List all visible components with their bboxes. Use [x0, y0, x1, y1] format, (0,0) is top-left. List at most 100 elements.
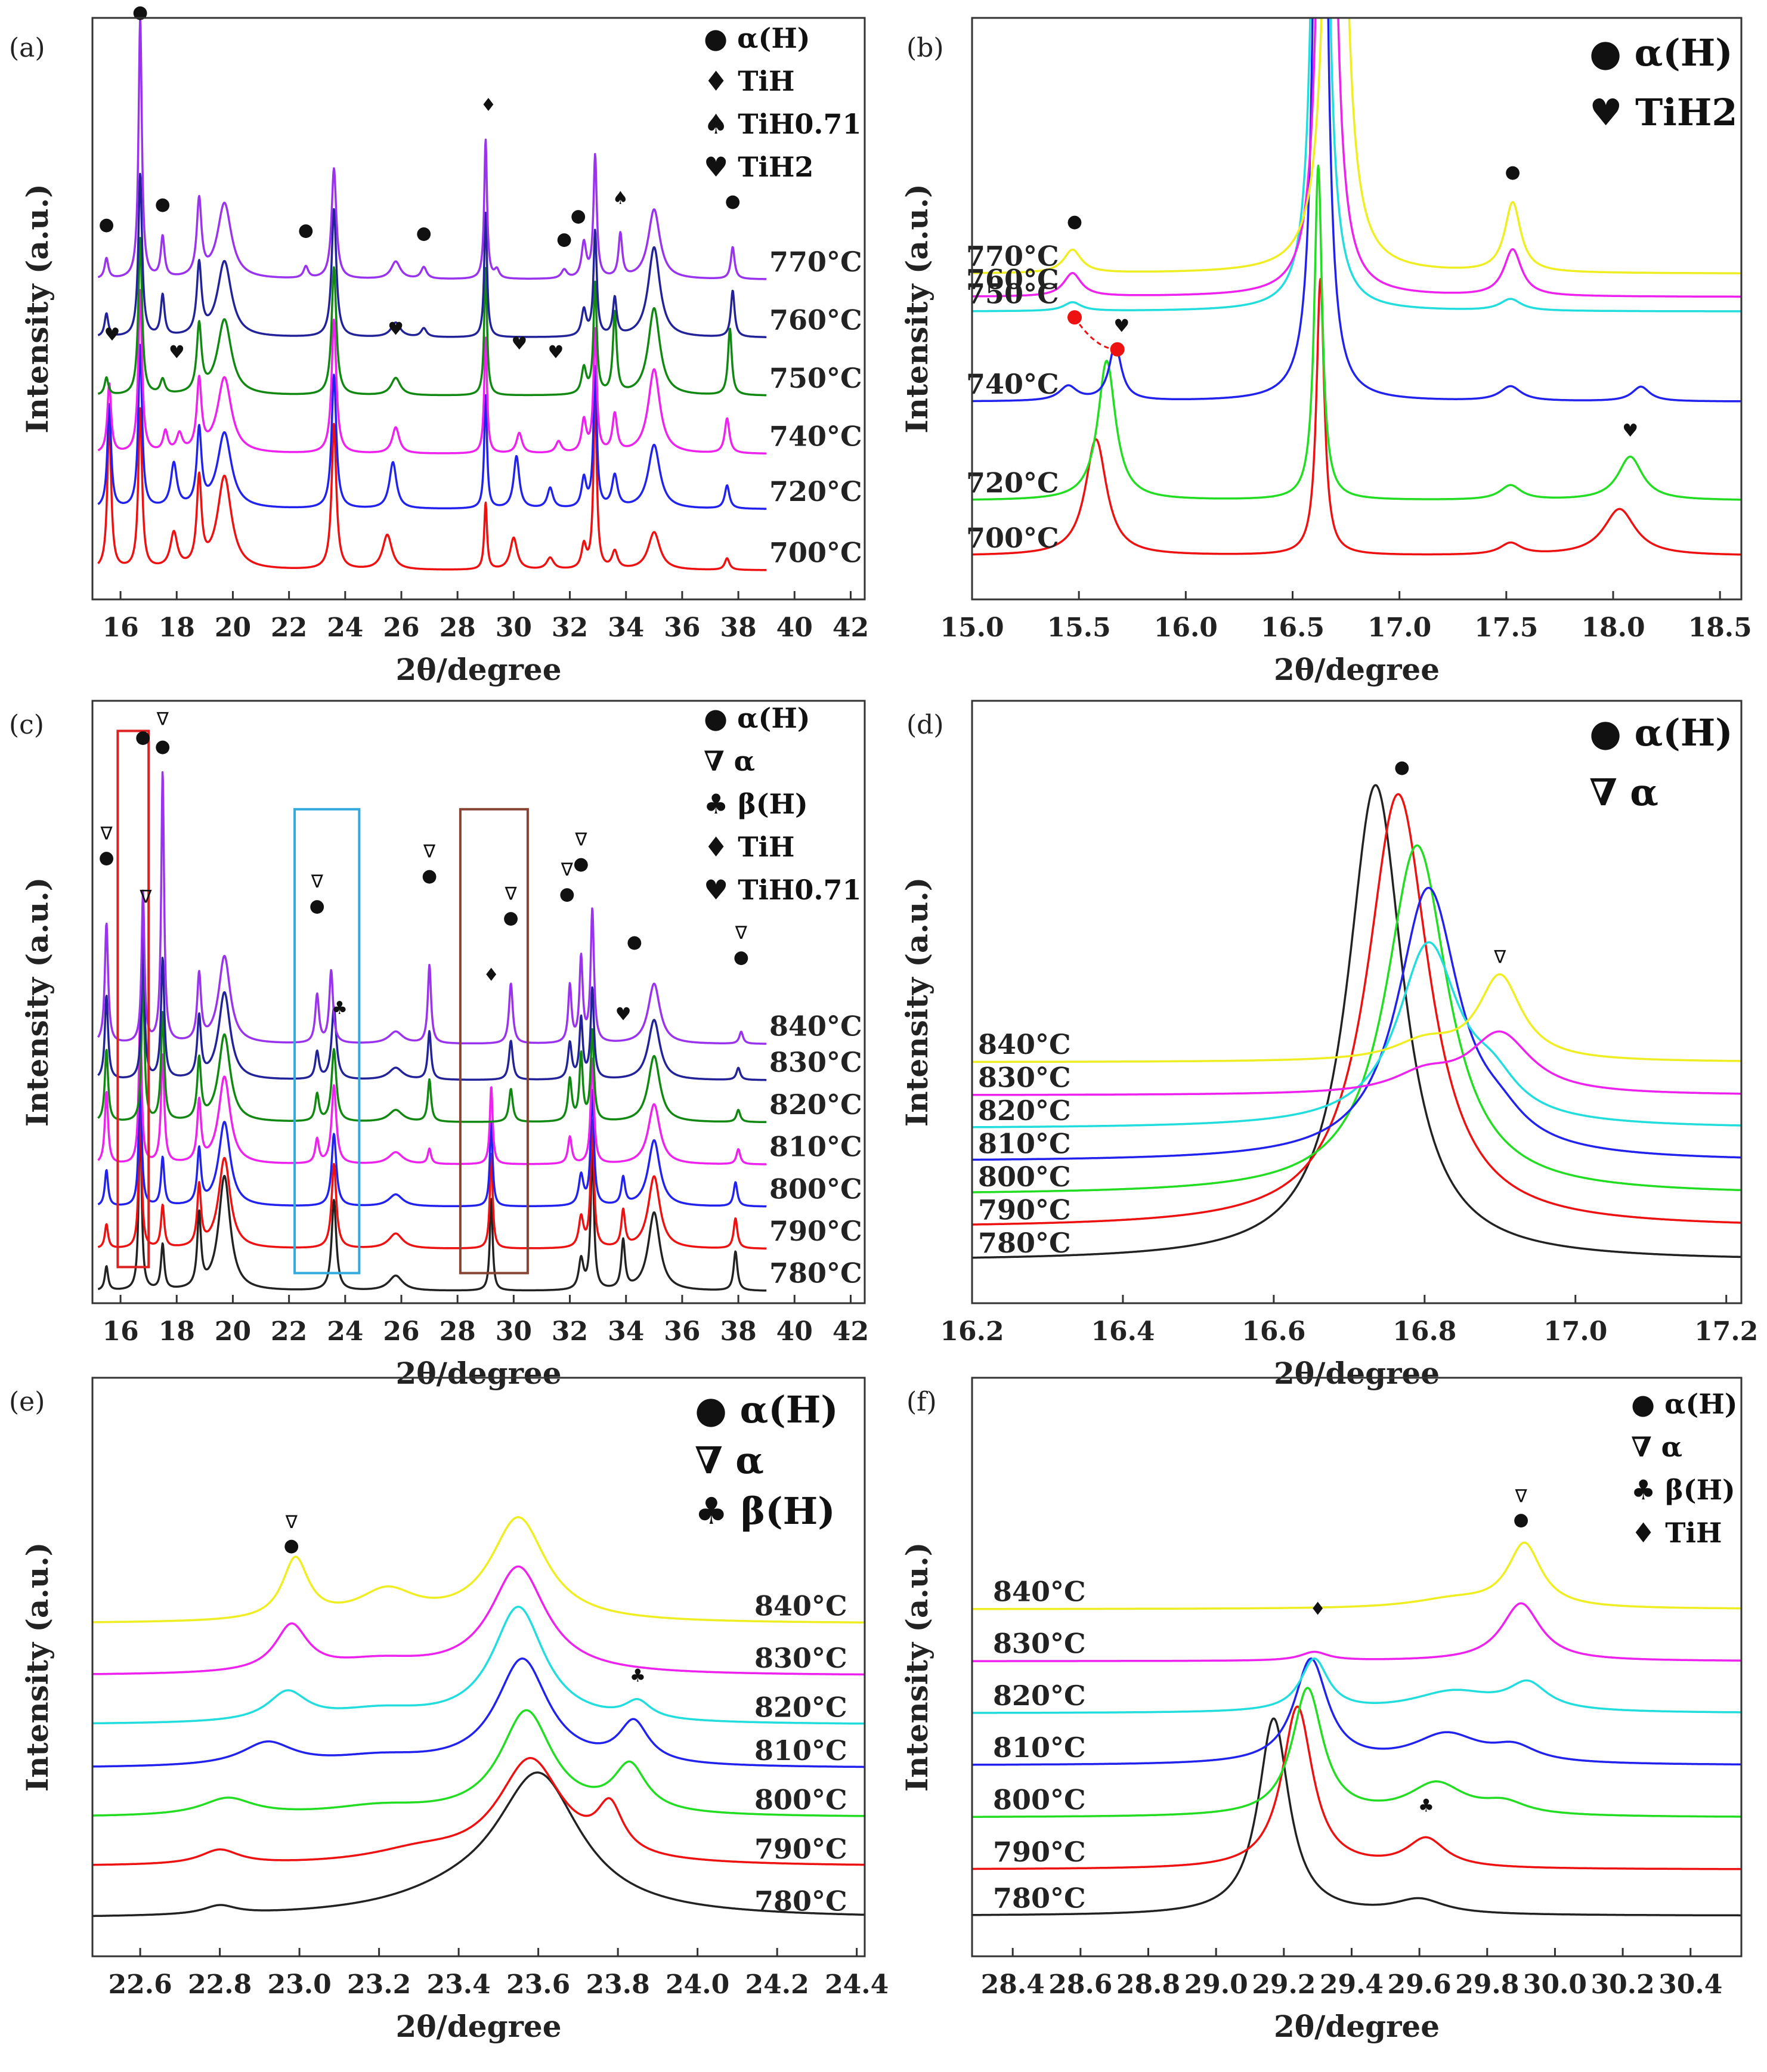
legend-entry: ∇ α: [704, 745, 755, 777]
series-line-780°C: [972, 784, 1741, 1259]
x-tick-label: 28.6: [1048, 1969, 1112, 2000]
x-axis-title: 2θ/degree: [1274, 1356, 1440, 1391]
legend-entry: ♠ TiH0.71: [704, 108, 861, 140]
series-line-790°C: [92, 1756, 865, 1866]
x-tick-label: 17.0: [1543, 1316, 1607, 1347]
series-label: 780°C: [978, 1227, 1071, 1259]
peak-marker: ∇: [423, 842, 436, 862]
panel-letter: (d): [906, 710, 944, 740]
highlight-box: [293, 808, 361, 1275]
series-line-700°C: [97, 392, 768, 571]
series-label: 780°C: [754, 1885, 847, 1917]
series-label: 790°C: [769, 1215, 862, 1247]
series-label: 720°C: [966, 467, 1059, 499]
panel-letter: (a): [9, 33, 45, 63]
series-line-800°C: [92, 1709, 865, 1817]
legend-entry: ♥ TiH2: [1589, 91, 1738, 134]
x-tick-label: 38: [720, 613, 756, 643]
peak-marker: ♦: [483, 965, 499, 986]
series-label: 800°C: [993, 1784, 1086, 1816]
x-axis-title: 2θ/degree: [395, 652, 561, 687]
series-line-830°C: [972, 1030, 1741, 1096]
plot-frame: [91, 700, 866, 1304]
series-label: 770°C: [966, 240, 1059, 272]
y-axis-title: Intensity (a.u.): [899, 184, 934, 434]
series-line-810°C: [972, 886, 1741, 1161]
series-line-840°C: [972, 1541, 1741, 1610]
series-line-790°C: [972, 1705, 1741, 1870]
series-line-840°C: [972, 973, 1741, 1063]
legend-entry: ● α(H): [1589, 31, 1733, 75]
peak-marker: ●: [1067, 211, 1082, 232]
x-axis-title: 2θ/degree: [1274, 2009, 1440, 2044]
x-tick-label: 30.4: [1658, 1969, 1722, 2000]
series-label: 810°C: [993, 1731, 1086, 1764]
peak-marker: ♥: [511, 333, 527, 354]
series-label: 750°C: [769, 362, 862, 394]
x-tick-label: 23.0: [268, 1969, 332, 2000]
legend-entry: ♣ β(H): [704, 788, 808, 820]
series-line-800°C: [97, 1066, 768, 1208]
plot-frame: [971, 1377, 1743, 1957]
series-line-720°C: [97, 344, 768, 510]
x-tick-label: 20: [215, 613, 251, 643]
x-tick-label: 24.2: [745, 1969, 809, 2000]
peak-marker: ∇: [574, 829, 587, 850]
peak-marker: ●: [310, 896, 325, 917]
panel-f: (f)780°C790°C800°C810°C820°C830°C840°C∇●…: [899, 1377, 1743, 2044]
series-line-760°C: [97, 172, 768, 338]
series-line-720°C: [972, 165, 1741, 501]
x-tick-label: 30: [496, 613, 532, 643]
peak-marker: ♣: [630, 1665, 646, 1686]
series-label: 760°C: [769, 304, 862, 336]
series-label: 820°C: [754, 1691, 847, 1723]
peak-marker: ●: [734, 947, 749, 967]
x-tick-label: 24: [327, 1316, 363, 1347]
y-axis-title: Intensity (a.u.): [899, 1542, 934, 1792]
series-label: 810°C: [978, 1128, 1071, 1160]
x-tick-label: 16.2: [940, 1316, 1004, 1347]
peak-marker: ♥: [169, 342, 185, 363]
series-label: 800°C: [754, 1784, 847, 1816]
peak-marker: ●: [573, 853, 589, 874]
series-line-820°C: [97, 969, 768, 1124]
series-group: [97, 771, 768, 1292]
peak-marker: ●: [155, 194, 171, 215]
series-group: [97, 18, 768, 571]
series-line-800°C: [972, 1687, 1741, 1818]
series-label: 790°C: [754, 1833, 847, 1865]
peak-marker: ♦: [1310, 1599, 1326, 1620]
peak-marker: ●: [298, 220, 314, 241]
series-label: 830°C: [754, 1642, 847, 1674]
peak-marker: ●: [416, 223, 432, 244]
series-line-780°C: [92, 1771, 865, 1918]
series-line-810°C: [92, 1657, 865, 1768]
series-line-760°C: [972, 18, 1741, 298]
peak-marker: ●: [98, 848, 114, 868]
x-tick-label: 22: [271, 613, 307, 643]
peak-marker: ∇: [285, 1512, 298, 1533]
x-tick-label: 18.0: [1581, 613, 1645, 643]
series-label: 820°C: [978, 1094, 1071, 1127]
series-label: 830°C: [769, 1046, 862, 1078]
series-label: 760°C: [966, 263, 1059, 295]
peak-marker: ∇: [139, 886, 152, 907]
series-label: 720°C: [769, 475, 862, 508]
series-line-840°C: [92, 1516, 865, 1623]
series-line-740°C: [972, 18, 1741, 403]
plot-frame: [91, 1377, 866, 1957]
legend-entry: ∇ α: [1589, 771, 1658, 814]
series-line-750°C: [97, 237, 768, 397]
x-tick-label: 16: [102, 613, 138, 643]
peak-marker: ●: [627, 932, 642, 952]
legend-entry: ● α(H): [704, 702, 810, 734]
series-line-830°C: [92, 1565, 865, 1676]
x-tick-label: 34: [608, 613, 644, 643]
series-label: 820°C: [769, 1088, 862, 1121]
x-tick-label: 15.0: [940, 613, 1004, 643]
plot-frame: [971, 700, 1743, 1304]
peak-marker: ●: [571, 205, 586, 226]
